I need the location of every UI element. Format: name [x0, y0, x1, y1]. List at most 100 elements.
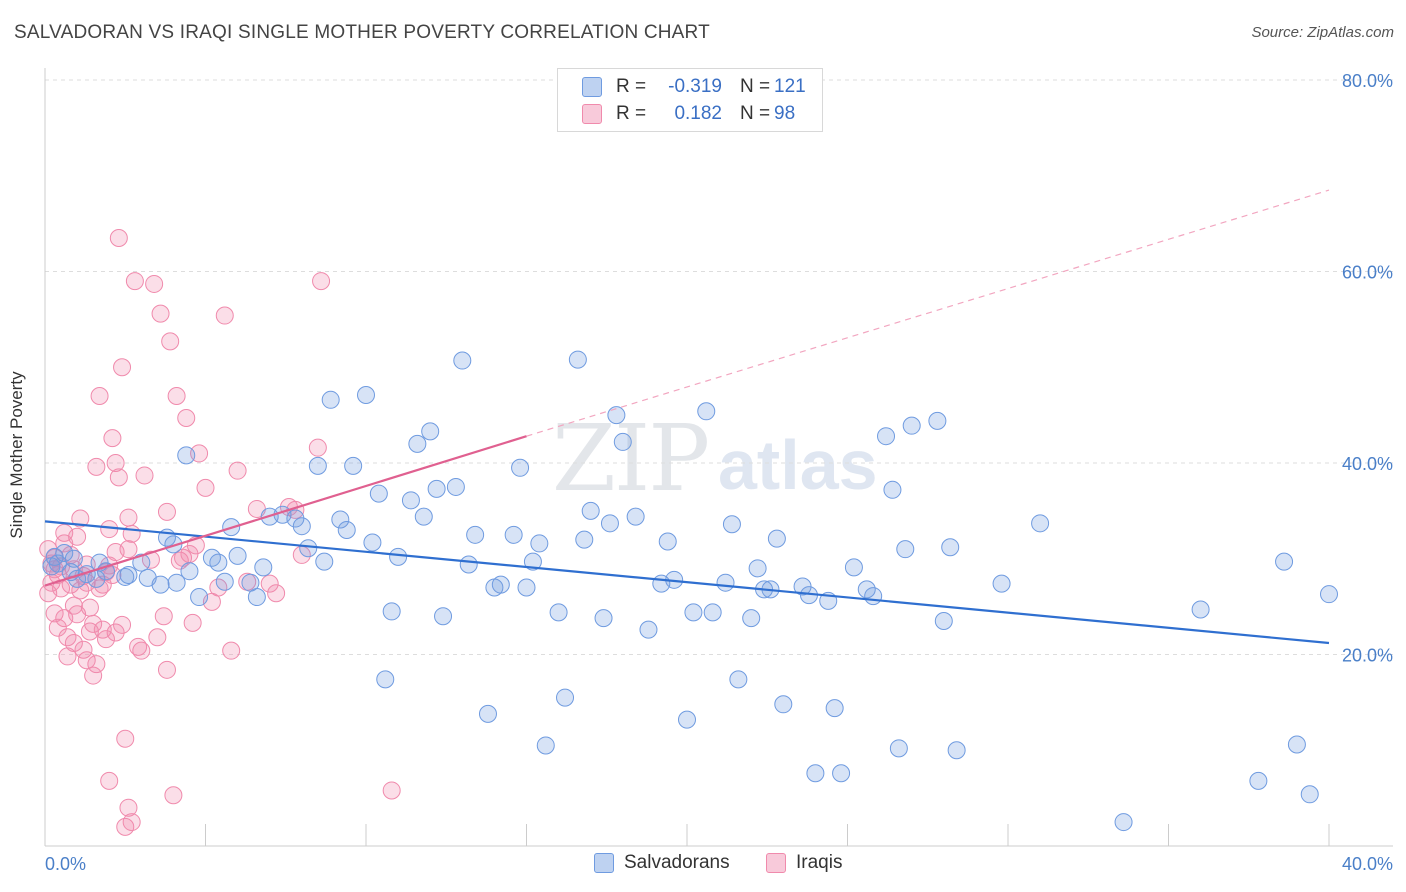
data-point-iraqis — [157, 660, 176, 679]
data-point-salvadorans — [806, 764, 825, 783]
data-point-salvadorans — [292, 517, 311, 536]
data-point-salvadorans — [556, 688, 575, 707]
legend-row-salvadorans: R = -0.319 N = 121 — [558, 74, 814, 100]
gridlines — [45, 79, 1393, 655]
data-point-salvadorans — [729, 670, 748, 689]
data-point-salvadorans — [408, 434, 427, 453]
data-point-iraqis — [119, 798, 138, 817]
trend-line-salvadorans — [44, 520, 1330, 645]
data-point-salvadorans — [600, 514, 619, 533]
chart-title: SALVADORAN VS IRAQI SINGLE MOTHER POVERT… — [14, 22, 710, 43]
data-point-salvadorans — [344, 456, 363, 475]
data-point-salvadorans — [825, 699, 844, 718]
data-point-iraqis — [90, 386, 109, 405]
data-point-salvadorans — [177, 446, 196, 465]
data-point-iraqis — [74, 640, 93, 659]
y-tick-label: 80.0% — [1342, 71, 1393, 91]
legend-row-iraqis: R = 0.182 N = 98 — [558, 101, 814, 127]
data-point-salvadorans — [511, 458, 530, 477]
data-point-salvadorans — [466, 525, 485, 544]
data-point-salvadorans — [1275, 552, 1294, 571]
data-point-iraqis — [80, 598, 99, 617]
data-point-salvadorans — [209, 553, 228, 572]
series-salvadorans-points — [42, 350, 1338, 832]
y-tick-label: 20.0% — [1342, 646, 1393, 666]
data-point-salvadorans — [716, 573, 735, 592]
legend-r-value: -0.319 — [668, 76, 722, 97]
watermark-zip: ZIP — [552, 405, 710, 512]
data-point-salvadorans — [42, 557, 61, 576]
data-point-salvadorans — [523, 552, 542, 571]
data-point-salvadorans — [722, 515, 741, 534]
legend-n-label: N = — [740, 103, 771, 124]
legend-swatch-salvadorans — [582, 77, 602, 97]
data-point-iraqis — [113, 358, 132, 377]
data-point-salvadorans — [1031, 514, 1050, 533]
data-point-salvadorans — [575, 530, 594, 549]
legend-item-iraqis[interactable]: Iraqis — [766, 852, 842, 874]
data-point-salvadorans — [767, 529, 786, 548]
data-point-iraqis — [45, 604, 64, 623]
data-point-iraqis — [183, 613, 202, 632]
data-point-salvadorans — [626, 507, 645, 526]
data-point-salvadorans — [896, 540, 915, 559]
series-legend: Salvadorans Iraqis — [0, 852, 1406, 878]
data-point-salvadorans — [254, 558, 273, 577]
data-point-salvadorans — [928, 411, 947, 430]
y-tick-label: 60.0% — [1342, 263, 1393, 283]
data-point-salvadorans — [902, 416, 921, 435]
data-point-iraqis — [161, 332, 180, 351]
trend-line-iraqis-extension — [526, 189, 1330, 437]
data-point-iraqis — [71, 509, 90, 528]
legend-label-iraqis: Iraqis — [796, 852, 843, 873]
data-point-iraqis — [260, 574, 279, 593]
data-point-salvadorans — [77, 565, 96, 584]
data-point-iraqis — [151, 304, 170, 323]
data-point-iraqis — [267, 584, 286, 603]
data-point-salvadorans — [607, 406, 626, 425]
data-point-salvadorans — [446, 477, 465, 496]
x-tick-label: 40.0% — [1342, 854, 1393, 874]
watermark-atlas: atlas — [718, 426, 878, 504]
data-point-salvadorans — [190, 588, 209, 607]
data-point-salvadorans — [581, 501, 600, 520]
data-point-iraqis — [87, 457, 106, 476]
data-point-iraqis — [55, 534, 74, 553]
data-point-iraqis — [145, 274, 164, 293]
axes — [44, 68, 1393, 847]
data-point-salvadorans — [321, 390, 340, 409]
data-point-salvadorans — [427, 479, 446, 498]
data-point-salvadorans — [684, 603, 703, 622]
data-point-salvadorans — [1287, 735, 1306, 754]
correlation-legend: R = -0.319 N = 121 R = 0.182 N = 98 — [557, 68, 823, 132]
data-point-iraqis — [93, 620, 112, 639]
legend-swatch-iraqis — [766, 853, 786, 873]
data-point-salvadorans — [639, 620, 658, 639]
legend-r-label: R = — [616, 76, 647, 97]
data-point-iraqis — [135, 466, 154, 485]
data-point-salvadorans — [337, 521, 356, 540]
data-point-iraqis — [148, 628, 167, 647]
trend-lines — [44, 189, 1330, 645]
data-point-salvadorans — [459, 555, 478, 574]
data-point-iraqis — [122, 813, 141, 832]
legend-item-salvadorans[interactable]: Salvadorans — [594, 852, 730, 874]
data-point-iraqis — [222, 641, 241, 660]
data-point-salvadorans — [116, 567, 135, 586]
legend-r-value: 0.182 — [674, 103, 722, 124]
legend-n-value: 98 — [774, 103, 796, 124]
data-point-salvadorans — [1300, 785, 1319, 804]
data-point-salvadorans — [530, 534, 549, 553]
data-point-iraqis — [164, 786, 183, 805]
data-point-iraqis — [177, 408, 196, 427]
data-point-salvadorans — [536, 736, 555, 755]
data-point-salvadorans — [55, 544, 74, 563]
data-point-iraqis — [382, 781, 401, 800]
data-point-iraqis — [71, 581, 90, 600]
data-point-salvadorans — [331, 510, 350, 529]
data-point-salvadorans — [844, 558, 863, 577]
data-point-iraqis — [87, 655, 106, 674]
data-point-salvadorans — [151, 575, 170, 594]
data-point-iraqis — [132, 641, 151, 660]
data-point-salvadorans — [453, 351, 472, 370]
